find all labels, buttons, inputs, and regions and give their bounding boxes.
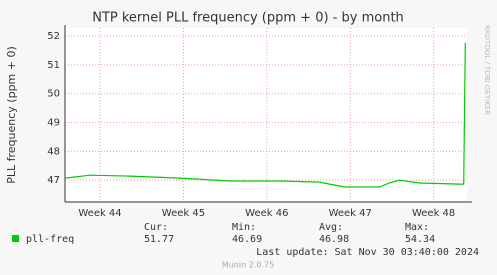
x-tick-label: Week 45 <box>162 208 205 219</box>
stat-label: Max: <box>405 222 429 233</box>
legend-swatch <box>12 235 19 242</box>
y-tick-label: 52 <box>47 31 60 42</box>
y-axis-label: PLL frequency (ppm + 0) <box>5 46 18 184</box>
y-tick-label: 47 <box>47 175 60 186</box>
stat-label: Min: <box>232 222 256 233</box>
y-tick-label: 48 <box>47 146 60 157</box>
x-tick-label: Week 48 <box>412 208 455 219</box>
x-tick-label: Week 44 <box>78 208 121 219</box>
x-tick-label: Week 47 <box>329 208 372 219</box>
legend-label: pll-freq <box>26 234 74 245</box>
stat-value: 46.98 <box>319 234 349 245</box>
stat-label: Cur: <box>144 222 168 233</box>
footer: Munin 2.0.75 <box>222 261 274 270</box>
plot-area <box>65 28 467 202</box>
y-tick-label: 49 <box>47 117 60 128</box>
y-tick-label: 50 <box>47 89 60 100</box>
stat-value: 46.69 <box>232 234 262 245</box>
x-tick-label: Week 46 <box>245 208 288 219</box>
watermark: RRDTOOL / TOBI OETIKER <box>483 25 491 115</box>
last-update: Last update: Sat Nov 30 03:40:00 2024 <box>256 247 479 258</box>
stat-value: 51.77 <box>144 234 174 245</box>
y-tick-label: 51 <box>47 60 60 71</box>
data-line <box>64 42 466 188</box>
chart-title: NTP kernel PLL frequency (ppm + 0) - by … <box>92 11 404 26</box>
stat-value: 54.34 <box>405 234 435 245</box>
stat-label: Avg: <box>319 222 343 233</box>
